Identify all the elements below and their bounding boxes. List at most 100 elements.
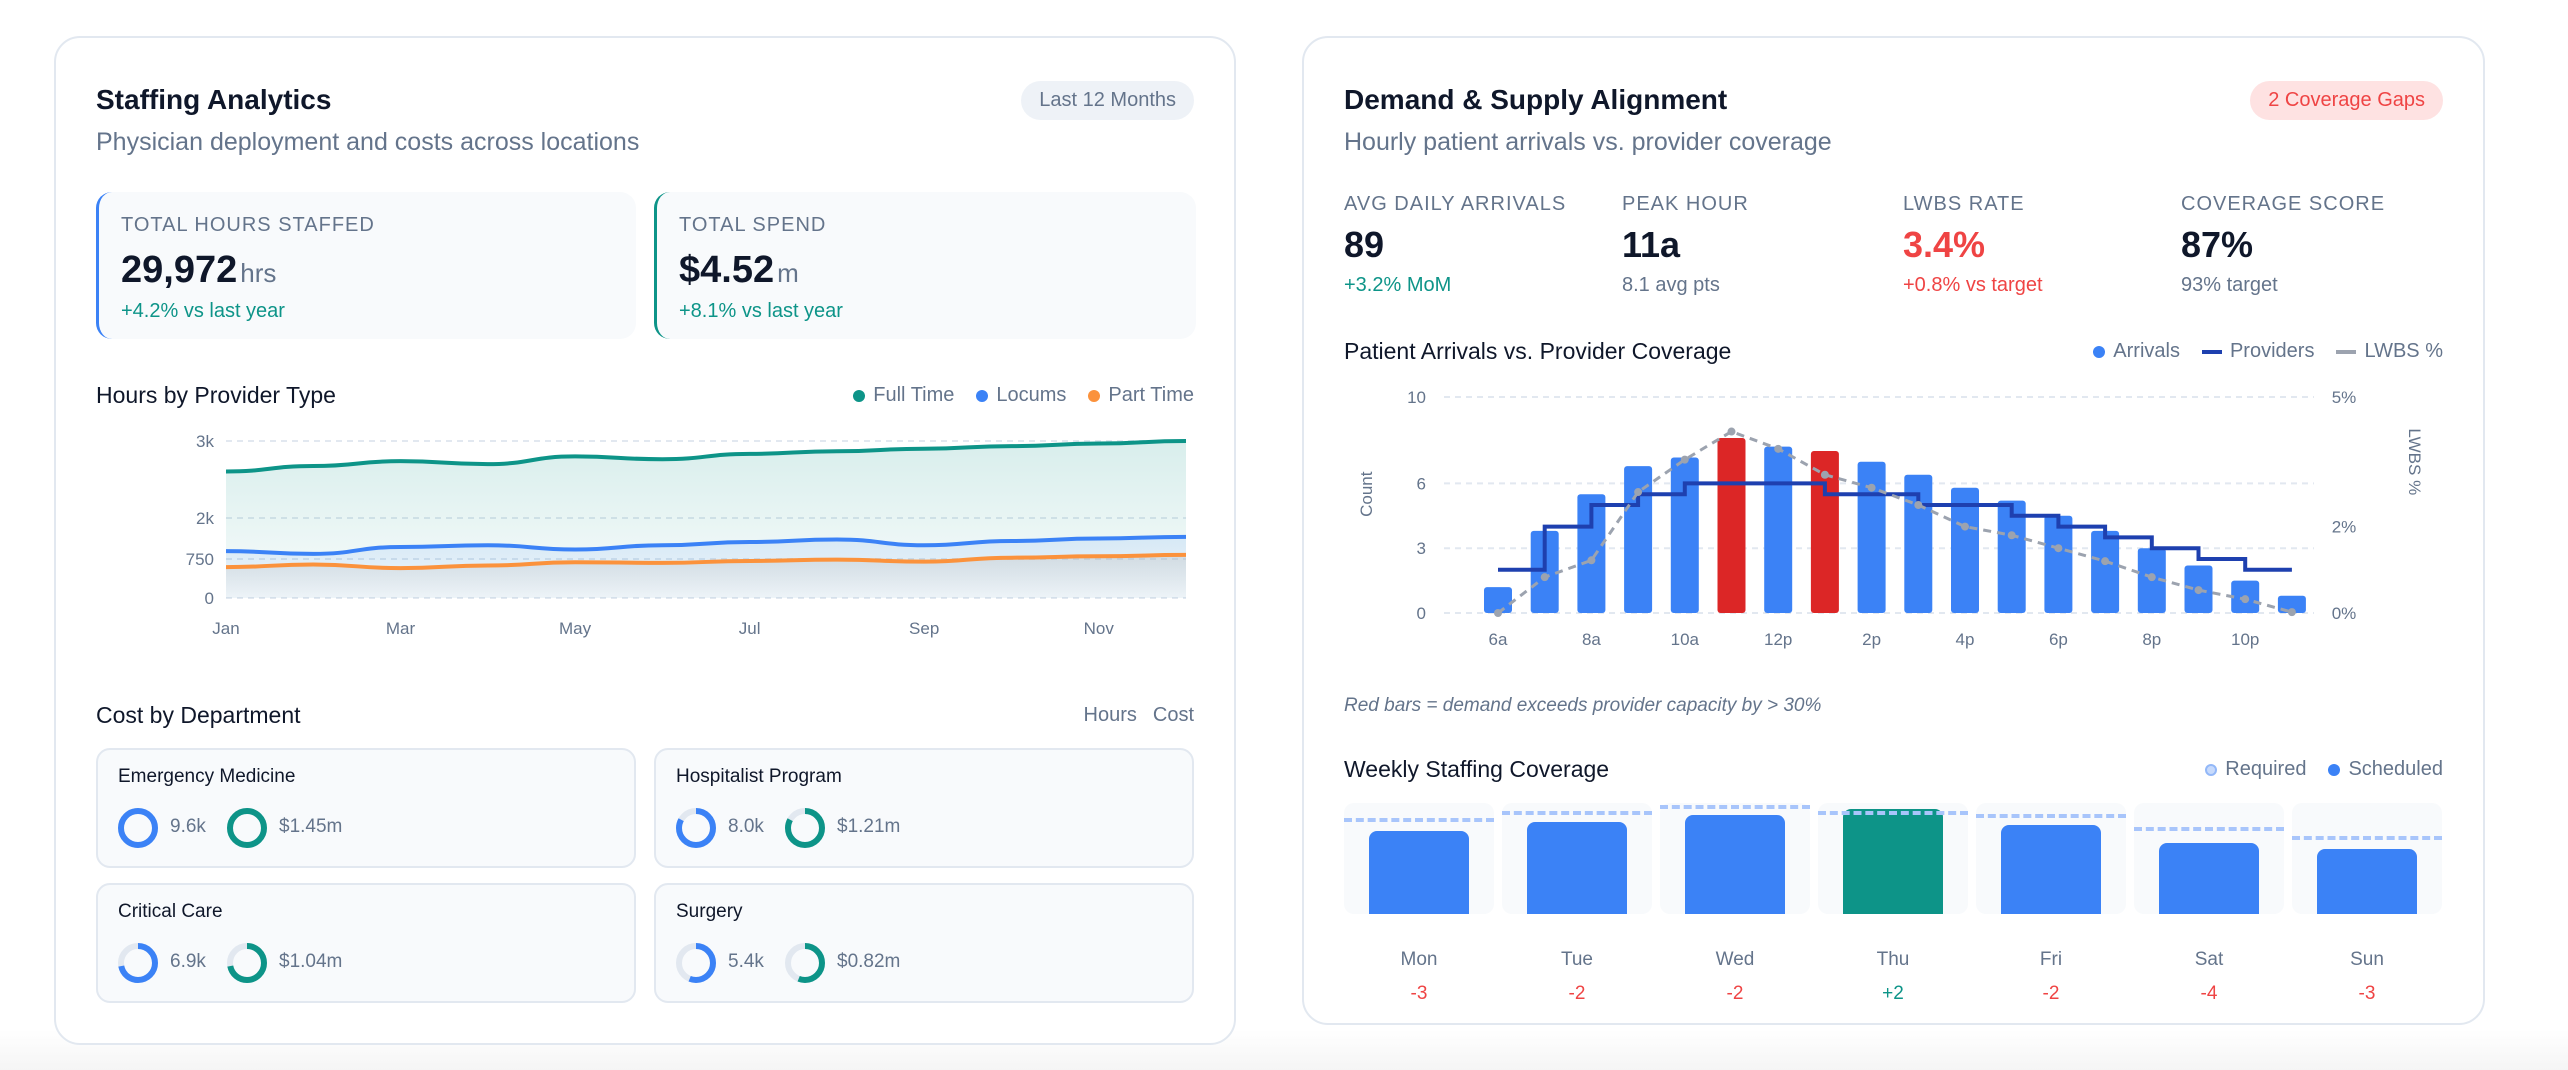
- legend-label: Arrivals: [2113, 340, 2180, 362]
- arrival-bar[interactable]: [1484, 587, 1512, 613]
- y-tick-label: 0: [205, 589, 214, 608]
- line-part-time[interactable]: [225, 552, 1187, 571]
- lwbs-point[interactable]: [1867, 483, 1876, 492]
- day-label: Wed: [1715, 949, 1755, 970]
- coverage-gaps-badge[interactable]: 2 Coverage Gaps: [2250, 81, 2443, 120]
- dept-card[interactable]: Critical Care 6.9k $1.04m: [96, 883, 636, 1003]
- stat-value: 3.4%: [1903, 224, 1986, 265]
- x-tick-label: 8a: [1582, 630, 1601, 649]
- lwbs-point[interactable]: [2054, 544, 2063, 553]
- lwbs-point[interactable]: [1680, 455, 1689, 464]
- y-tick-label: 0: [1417, 604, 1426, 623]
- dept-hours: 8.0k: [728, 816, 764, 837]
- cost-donut-arc: [785, 943, 825, 983]
- day-diff: -2: [1568, 983, 1586, 1004]
- stat-value: 11a: [1622, 224, 1681, 265]
- dept-hours: 6.9k: [170, 951, 206, 972]
- y-tick-label: 6: [1417, 474, 1426, 493]
- gap-bar[interactable]: [1810, 451, 1839, 613]
- legend-arrivals[interactable]: Arrivals: [2093, 340, 2180, 363]
- arrival-bar[interactable]: [1951, 487, 1979, 613]
- navy-line-icon: [2201, 349, 2222, 354]
- arrival-bar[interactable]: [1670, 457, 1699, 613]
- arrival-bar[interactable]: [1577, 494, 1606, 613]
- kpi-unit: m: [777, 258, 799, 288]
- arrival-bar[interactable]: [1904, 474, 1933, 613]
- weekly-day-panel[interactable]: [1660, 803, 1810, 914]
- weekly-day-panel[interactable]: [1344, 803, 1494, 914]
- legend-providers[interactable]: Providers: [2201, 340, 2315, 363]
- kpi-change: +4.2% vs last year: [121, 300, 285, 322]
- dept-card[interactable]: Emergency Medicine 9.6k $1.45m: [96, 748, 636, 868]
- weekly-day-panel[interactable]: [1502, 803, 1652, 914]
- arrival-bar[interactable]: [1624, 466, 1653, 613]
- lwbs-point[interactable]: [2147, 573, 2156, 582]
- arrivals-chart-legend: Arrivals Providers LWBS %: [2093, 340, 2443, 363]
- toggle-cost[interactable]: Cost: [1152, 704, 1194, 726]
- lwbs-point[interactable]: [2007, 531, 2016, 540]
- toggle-hours[interactable]: Hours: [1083, 704, 1137, 726]
- y-tick-label: 750: [186, 550, 214, 569]
- demand-supply-card: Demand & Supply Alignment Hourly patient…: [1302, 36, 2485, 1025]
- dept-card[interactable]: Hospitalist Program 8.0k $1.21m: [654, 748, 1194, 868]
- line-full-time[interactable]: [225, 439, 1187, 474]
- weekly-day-panel[interactable]: [1818, 803, 1968, 914]
- lwbs-point[interactable]: [1494, 609, 1502, 617]
- x-tick-label: 6p: [2049, 630, 2068, 649]
- weekly-day-panel[interactable]: [2292, 803, 2442, 914]
- dept-card[interactable]: Surgery 5.4k $0.82m: [654, 883, 1194, 1003]
- legend-scheduled[interactable]: Scheduled: [2328, 758, 2443, 781]
- arrival-bar[interactable]: [1997, 500, 2026, 613]
- kpi-value: $4.52: [679, 249, 775, 291]
- legend-part-time[interactable]: Part Time: [1088, 384, 1194, 407]
- staffing-analytics-card: Staffing Analytics Physician deployment …: [54, 36, 1236, 1045]
- y2-tick-label: 2%: [2332, 518, 2357, 537]
- hours-donut-arc: [676, 943, 716, 983]
- lwbs-point[interactable]: [1914, 501, 1923, 509]
- cost-toggle: Hours Cost: [1084, 704, 1194, 727]
- legend-locums[interactable]: Locums: [976, 384, 1066, 407]
- arrival-bar[interactable]: [1530, 530, 1559, 613]
- weekly-day-panel[interactable]: [1976, 803, 2126, 914]
- lwbs-point[interactable]: [1587, 556, 1596, 565]
- day-diff: -3: [2358, 983, 2376, 1004]
- x-tick-label: 10p: [2231, 630, 2259, 649]
- lwbs-point[interactable]: [2101, 557, 2110, 566]
- weekly-day-panel[interactable]: [2134, 803, 2284, 914]
- legend-label: Providers: [2229, 340, 2315, 362]
- dept-name: Surgery: [676, 901, 743, 922]
- arrival-bar[interactable]: [2044, 515, 2073, 613]
- teal-dot-icon: [853, 389, 866, 402]
- arrival-bar[interactable]: [1764, 446, 1793, 613]
- lwbs-point[interactable]: [2194, 586, 2203, 595]
- legend-label: LWBS %: [2364, 340, 2443, 362]
- lwbs-point[interactable]: [2287, 608, 2296, 617]
- lwbs-point[interactable]: [1634, 488, 1643, 497]
- lwbs-point[interactable]: [1774, 444, 1783, 453]
- y-tick-label: 2k: [196, 509, 214, 528]
- dept-name: Hospitalist Program: [676, 766, 842, 787]
- orange-dot-icon: [1088, 389, 1101, 402]
- legend-required[interactable]: Required: [2205, 758, 2306, 781]
- legend-lwbs[interactable]: LWBS %: [2336, 340, 2443, 363]
- day-label: Tue: [1560, 949, 1594, 970]
- arrival-bar[interactable]: [1857, 461, 1886, 613]
- legend-label: Part Time: [1108, 384, 1194, 406]
- blue-dot-icon: [2328, 763, 2341, 776]
- arrival-bar[interactable]: [2091, 530, 2120, 613]
- period-badge[interactable]: Last 12 Months: [1021, 81, 1194, 120]
- lwbs-point[interactable]: [1961, 522, 1969, 531]
- stat-value: 87%: [2181, 224, 2254, 265]
- gap-bar[interactable]: [1717, 438, 1746, 613]
- dept-name: Critical Care: [118, 901, 223, 922]
- hours-donut-arc: [118, 943, 158, 983]
- dept-cost: $0.82m: [837, 951, 901, 972]
- scheduled-bar: [2317, 849, 2417, 914]
- line-locums[interactable]: [225, 534, 1187, 556]
- lwbs-point[interactable]: [2241, 595, 2250, 604]
- lwbs-point[interactable]: [1820, 470, 1829, 479]
- lwbs-point[interactable]: [1727, 427, 1736, 436]
- lwbs-point[interactable]: [1540, 573, 1549, 582]
- legend-full-time[interactable]: Full Time: [853, 384, 954, 407]
- day-label: Sat: [2194, 949, 2224, 970]
